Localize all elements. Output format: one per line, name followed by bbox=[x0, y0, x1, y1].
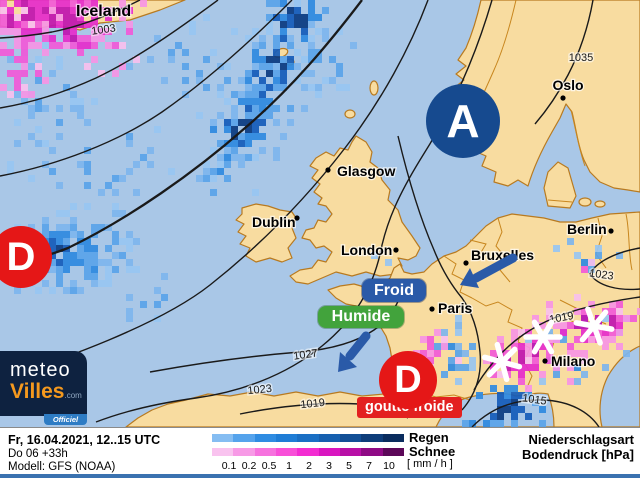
isobar-value-label: 1015 bbox=[521, 392, 547, 407]
wind-arrow bbox=[345, 331, 371, 361]
legend-color-step bbox=[318, 448, 340, 456]
legend-color-step bbox=[382, 434, 404, 442]
cold-air-badge: Froid bbox=[362, 279, 426, 302]
bottom-strip bbox=[0, 474, 640, 478]
pressure-label: Bodendruck [hPa] bbox=[522, 447, 634, 462]
meteovilles-logo[interactable]: meteo Villes.com bbox=[0, 351, 87, 416]
legend-tick: 5 bbox=[346, 460, 352, 472]
city-dot bbox=[393, 247, 399, 253]
isobar-value-label: 1023 bbox=[588, 267, 614, 282]
city-dot bbox=[560, 95, 566, 101]
legend-tick: 3 bbox=[326, 460, 332, 472]
legend-color-step bbox=[275, 448, 298, 456]
legend-color-step bbox=[212, 448, 234, 456]
logo-line2: Villes.com bbox=[10, 380, 82, 403]
city-dot bbox=[608, 228, 614, 234]
low-pressure-marker: D bbox=[379, 351, 437, 409]
legend-color-step bbox=[233, 448, 255, 456]
legend-color-step bbox=[254, 434, 276, 442]
legend-unit: [ mm / h ] bbox=[407, 458, 453, 470]
officiel-ribbon: Officiel bbox=[44, 414, 87, 425]
snow-legend-label: Schnee bbox=[409, 444, 456, 459]
isobar-value-label: 1027 bbox=[293, 347, 319, 362]
model-name: Modell: GFS (NOAA) bbox=[8, 461, 116, 473]
footer-bar: Fr, 16.04.2021, 12..15 UTC Do 06 +33h Mo… bbox=[0, 427, 640, 478]
precip-type-label: Niederschlagsart bbox=[528, 432, 635, 447]
run-info: Do 06 +33h bbox=[8, 448, 68, 460]
rain-legend-label: Regen bbox=[409, 430, 449, 445]
legend-color-step bbox=[275, 434, 298, 442]
legend-color-step bbox=[318, 434, 340, 442]
region-label: Iceland bbox=[76, 3, 131, 20]
city-dot bbox=[294, 215, 300, 221]
denmark-land bbox=[543, 161, 577, 209]
logo-line1: meteo bbox=[10, 359, 71, 381]
low-pressure-marker: D bbox=[0, 226, 52, 288]
legend-color-step bbox=[339, 434, 362, 442]
legend-color-step bbox=[382, 448, 404, 456]
map-area: 1003 1035 1027 1023 1019 1023 1019 1015 Iceland… bbox=[0, 0, 640, 427]
snowflake-icon bbox=[481, 341, 523, 383]
legend-tick: 0.1 bbox=[221, 460, 237, 472]
danish-island bbox=[578, 197, 592, 207]
city-dot bbox=[429, 306, 435, 312]
wind-arrow-head bbox=[338, 352, 357, 372]
city-label: Paris bbox=[438, 300, 472, 316]
adriatic-sea bbox=[599, 345, 640, 427]
isobar-value-label: 1035 bbox=[569, 52, 593, 64]
legend-tick: 7 bbox=[366, 460, 372, 472]
valid-time: Fr, 16.04.2021, 12..15 UTC bbox=[8, 433, 161, 447]
legend-color-step bbox=[339, 448, 362, 456]
legend-color-step bbox=[361, 448, 383, 456]
legend-tick: 0.5 bbox=[261, 460, 277, 472]
snowflake-icons bbox=[481, 306, 615, 383]
city-label: Berlin bbox=[567, 221, 607, 237]
legend-color-step bbox=[212, 434, 234, 442]
legend-tick: 0.2 bbox=[241, 460, 257, 472]
snowflake-icon bbox=[523, 319, 563, 355]
wind-arrow bbox=[471, 253, 518, 283]
city-label: Bruxelles bbox=[471, 247, 534, 263]
legend-tick: 2 bbox=[306, 460, 312, 472]
legend-tick: 10 bbox=[383, 460, 395, 472]
orkney-island bbox=[344, 109, 356, 119]
city-dot bbox=[325, 167, 331, 173]
region-labels: Iceland bbox=[75, 2, 133, 22]
legend-color-step bbox=[297, 434, 319, 442]
legend-color-step bbox=[233, 434, 255, 442]
ireland-land bbox=[235, 203, 297, 263]
snowflake-icon bbox=[573, 306, 615, 346]
isobar-value-label: 1019 bbox=[300, 397, 326, 411]
city-label: Milano bbox=[551, 353, 595, 369]
legend-color-step bbox=[361, 434, 383, 442]
high-pressure-marker: A bbox=[426, 84, 500, 158]
snow-legend-bar bbox=[212, 448, 404, 456]
city-dot bbox=[463, 260, 469, 266]
legend-color-step bbox=[254, 448, 276, 456]
legend-tick: 1 bbox=[286, 460, 292, 472]
isobar-value-label: 1023 bbox=[247, 383, 273, 397]
wind-arrows bbox=[338, 253, 518, 372]
city-label: Dublin bbox=[252, 214, 296, 230]
city-label: Glasgow bbox=[337, 163, 395, 179]
isobar-value-label: 1003 bbox=[91, 22, 117, 37]
city-label: Oslo bbox=[552, 77, 583, 93]
rain-legend-bar bbox=[212, 434, 404, 442]
logo-tld: .com bbox=[64, 391, 82, 400]
city-label: London bbox=[341, 242, 392, 258]
city-labels: Oslo Glasgow Dublin London Bruxelles Berlin Pa… bbox=[251, 76, 614, 370]
legend-tick-values: 0.1 0.2 0.5 1 2 3 5 7 10 bbox=[219, 460, 399, 472]
humid-air-badge: Humide bbox=[318, 306, 404, 328]
danish-island bbox=[594, 200, 606, 208]
legend-color-step bbox=[297, 448, 319, 456]
shetland-island bbox=[369, 80, 379, 96]
wind-arrow-head bbox=[460, 268, 479, 288]
great-britain-land bbox=[289, 135, 421, 285]
city-dot bbox=[542, 358, 548, 364]
